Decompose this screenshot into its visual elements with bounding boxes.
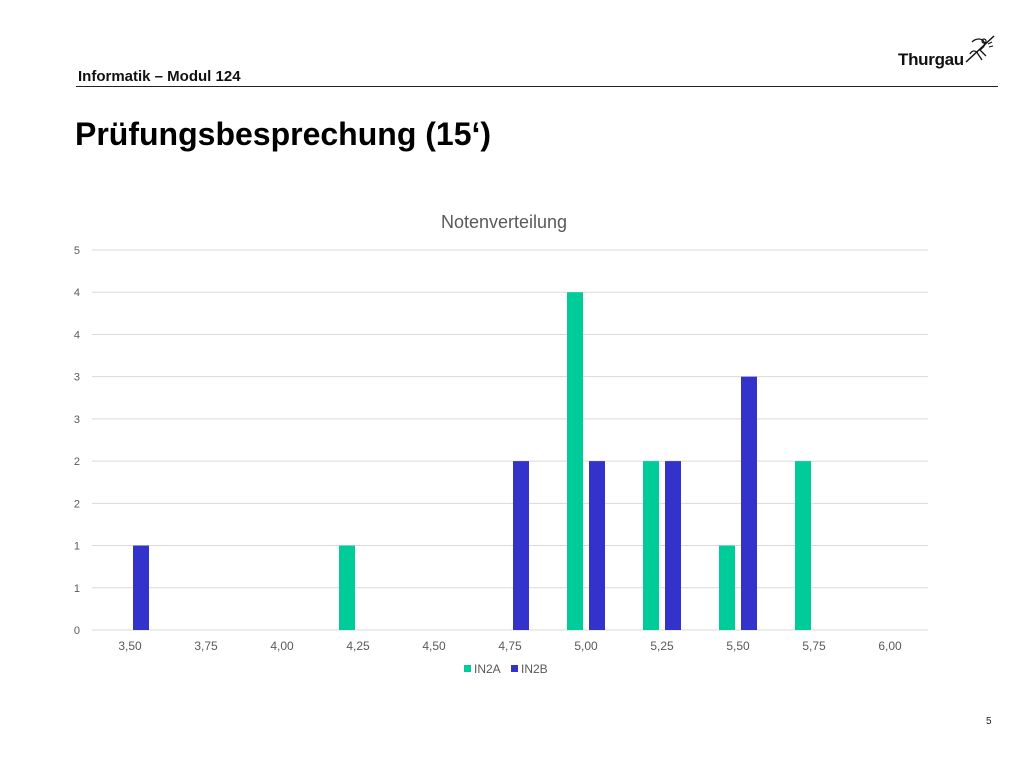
x-tick-label: 4,25 (346, 639, 370, 653)
bar-in2b-3-50 (133, 545, 149, 630)
page-number: 5 (986, 716, 992, 727)
logo-text: Thurgau (898, 50, 964, 69)
x-axis-ticks: 3,50 3,75 4,00 4,25 4,50 4,75 5,00 5,25 5,50 5,75… (118, 639, 902, 653)
bar-in2b-5-50 (741, 376, 757, 630)
legend-swatch-in2a (464, 665, 471, 672)
x-tick-label: 6,00 (878, 639, 902, 653)
y-axis-ticks: 0 1 1 2 2 3 3 4 4 5 (74, 245, 80, 637)
bar-in2b-5-25 (665, 461, 681, 630)
legend-label-in2b: IN2B (521, 662, 548, 676)
x-tick-label: 3,50 (118, 639, 142, 653)
bar-in2a-4-25 (339, 545, 355, 630)
chart-title: Notenverteilung (441, 212, 567, 232)
x-tick-label: 5,25 (650, 639, 674, 653)
x-tick-label: 5,00 (574, 639, 598, 653)
bar-in2a-5-25 (643, 461, 659, 630)
bar-in2a-5-00 (567, 292, 583, 630)
bar-in2a-5-75 (795, 461, 811, 630)
x-tick-label: 5,50 (726, 639, 750, 653)
x-tick-label: 4,75 (498, 639, 522, 653)
y-tick-label: 0 (74, 625, 80, 637)
x-tick-label: 5,75 (802, 639, 826, 653)
legend-label-in2a: IN2A (474, 662, 501, 676)
y-tick-label: 5 (74, 245, 80, 257)
x-tick-label: 4,50 (422, 639, 446, 653)
bar-in2b-4-75 (513, 461, 529, 630)
thurgau-logo: Thurgau (898, 32, 998, 72)
x-tick-label: 4,00 (270, 639, 294, 653)
y-tick-label: 3 (74, 414, 80, 426)
bars (133, 292, 811, 630)
bar-in2b-5-00 (589, 461, 605, 630)
header-subtitle: Informatik – Modul 124 (78, 68, 241, 85)
x-tick-label: 3,75 (194, 639, 218, 653)
y-tick-label: 2 (74, 498, 80, 510)
y-tick-label: 2 (74, 456, 80, 468)
lion-crest-icon (965, 35, 995, 63)
y-tick-label: 4 (74, 329, 80, 341)
grid-lines (92, 249, 928, 631)
page-title: Prüfungsbesprechung (15‘) (75, 116, 492, 152)
legend: IN2A IN2B (464, 662, 548, 676)
legend-swatch-in2b (511, 665, 518, 672)
y-tick-label: 1 (74, 583, 80, 595)
bar-in2a-5-50 (719, 545, 735, 630)
y-tick-label: 4 (74, 287, 80, 299)
y-tick-label: 1 (74, 541, 80, 553)
header-divider (76, 86, 998, 87)
y-tick-label: 3 (74, 372, 80, 384)
